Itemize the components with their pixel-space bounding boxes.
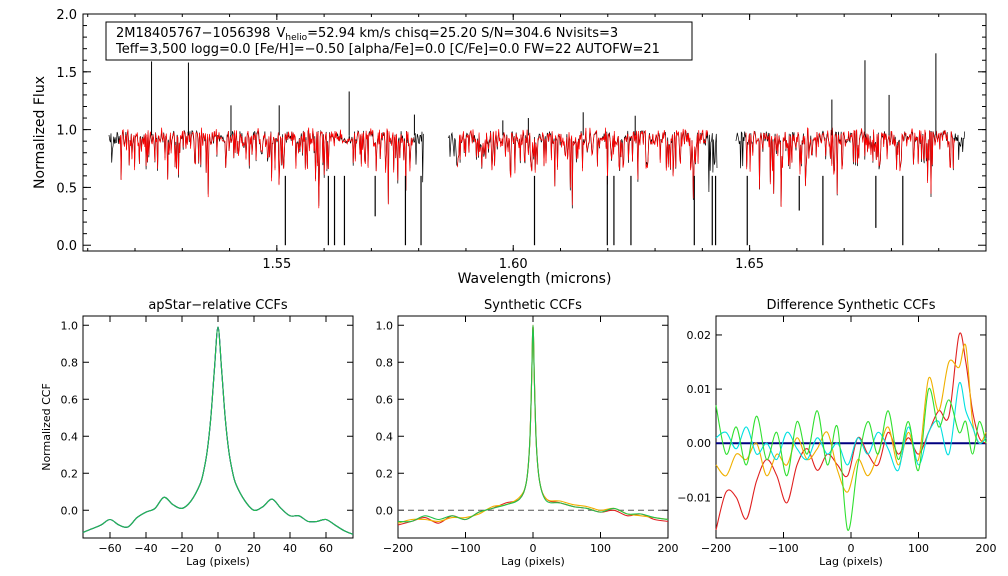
synthetic_ccf-title: Synthetic CCFs [484,298,582,313]
synthetic_ccf-series-3 [397,324,669,523]
x-tick-label: 20 [247,542,261,555]
diff-ccf-frame [715,315,987,539]
x-tick-label: −100 [450,542,480,555]
info-line-1: 2M18405767−1056398 Vhelio=52.94 km/s chis… [116,26,618,43]
y-tick-label: 0.8 [376,356,394,369]
x-tick-label: 1.55 [262,257,291,272]
spectrum-traces [108,53,966,246]
apstar_ccf-series-1 [82,326,354,535]
x-tick-label: 40 [283,542,297,555]
spectrum-plot-frame [82,13,987,252]
spectrum-x-label: Wavelength (microns) [458,271,612,287]
y-tick-label: 0.00 [687,437,712,450]
y-tick-label: 1.0 [61,319,79,332]
x-tick-label: 0 [848,542,855,555]
y-tick-label: 0.0 [61,504,79,517]
diff-ccf-panel: Difference Synthetic CCFs Lag (pixels) −20… [677,298,996,568]
x-tick-label: −200 [701,542,731,555]
x-tick-label: −40 [134,542,157,555]
y-tick-label: 0.01 [687,383,712,396]
diff_ccf-series-1 [715,332,987,531]
y-tick-label: 0.5 [56,181,77,196]
apstar_ccf-series-2 [82,326,354,535]
synthetic-ccf-frame [397,315,669,539]
x-tick-label: 100 [590,542,611,555]
synthetic_ccf-x-label: Lag (pixels) [501,555,565,568]
x-tick-label: −100 [768,542,798,555]
diff_ccf-series-4 [715,388,987,531]
y-tick-label: −0.01 [677,491,711,504]
apstar-ccf-panel: apStar−relative CCFs Lag (pixels) Normaliz… [40,298,354,568]
star-id: 2M18405767−1056398 [116,26,270,41]
x-tick-label: 0 [215,542,222,555]
x-tick-label: 1.60 [499,257,528,272]
x-tick-label: −60 [98,542,121,555]
x-tick-label: 0 [530,542,537,555]
diff_ccf-title: Difference Synthetic CCFs [766,298,935,313]
y-tick-label: 2.0 [56,8,77,23]
apstar_ccf-title: apStar−relative CCFs [148,298,288,313]
y-tick-label: 0.6 [61,393,79,406]
y-tick-label: 0.0 [376,504,394,517]
spectrum-y-label: Normalized Flux [32,76,48,189]
y-tick-label: 0.2 [61,467,79,480]
diff_ccf-series-2 [715,343,987,493]
vhelio-label: V [276,26,285,41]
y-tick-label: 0.4 [61,430,79,443]
diff_ccf-series-3 [715,381,987,472]
y-tick-label: 0.2 [376,467,394,480]
y-tick-label: 0.02 [687,329,712,342]
synthetic_ccf-series-2 [397,324,669,524]
vhelio-sub: helio [285,33,307,43]
y-tick-label: 1.0 [376,319,394,332]
info-line-2: Teff=3,500 logg=0.0 [Fe/H]=−0.50 [alpha/… [115,42,660,57]
y-tick-label: 0.4 [376,430,394,443]
apstar-ccf-frame [82,315,354,539]
x-tick-label: 100 [908,542,929,555]
x-tick-label: 200 [976,542,997,555]
y-tick-label: 0.6 [376,393,394,406]
y-tick-label: 1.0 [56,124,77,139]
y-tick-label: 1.5 [56,66,77,81]
apstar_ccf-x-label: Lag (pixels) [186,555,250,568]
y-tick-label: 0.8 [61,356,79,369]
spectrum-axes: 1.55 1.60 1.65 0.0 0.5 1.0 1.5 2.0 Wavelength (m… [32,8,986,287]
x-tick-label: 200 [658,542,679,555]
apstar_ccf-y-label: Normalized CCF [40,383,53,471]
x-tick-label: −200 [383,542,413,555]
info-box [105,21,693,61]
model-spectrum-chip-2 [457,127,708,206]
model-spectrum-chip-3 [745,127,955,208]
y-tick-label: 0.0 [56,239,77,254]
model-spectrum-chip-1 [118,127,414,209]
apstar_ccf-series-3 [82,326,354,535]
x-tick-label: −20 [170,542,193,555]
synthetic_ccf-series-1 [397,324,669,526]
synthetic-ccf-panel: Synthetic CCFs Lag (pixels) −200 −100 0 100 20… [376,298,679,568]
diff_ccf-x-label: Lag (pixels) [819,555,883,568]
x-tick-label: 1.65 [735,257,764,272]
x-tick-label: 60 [319,542,333,555]
vhelio-value: =52.94 km/s chisq=25.20 S/N=304.6 Nvisit… [307,26,618,41]
